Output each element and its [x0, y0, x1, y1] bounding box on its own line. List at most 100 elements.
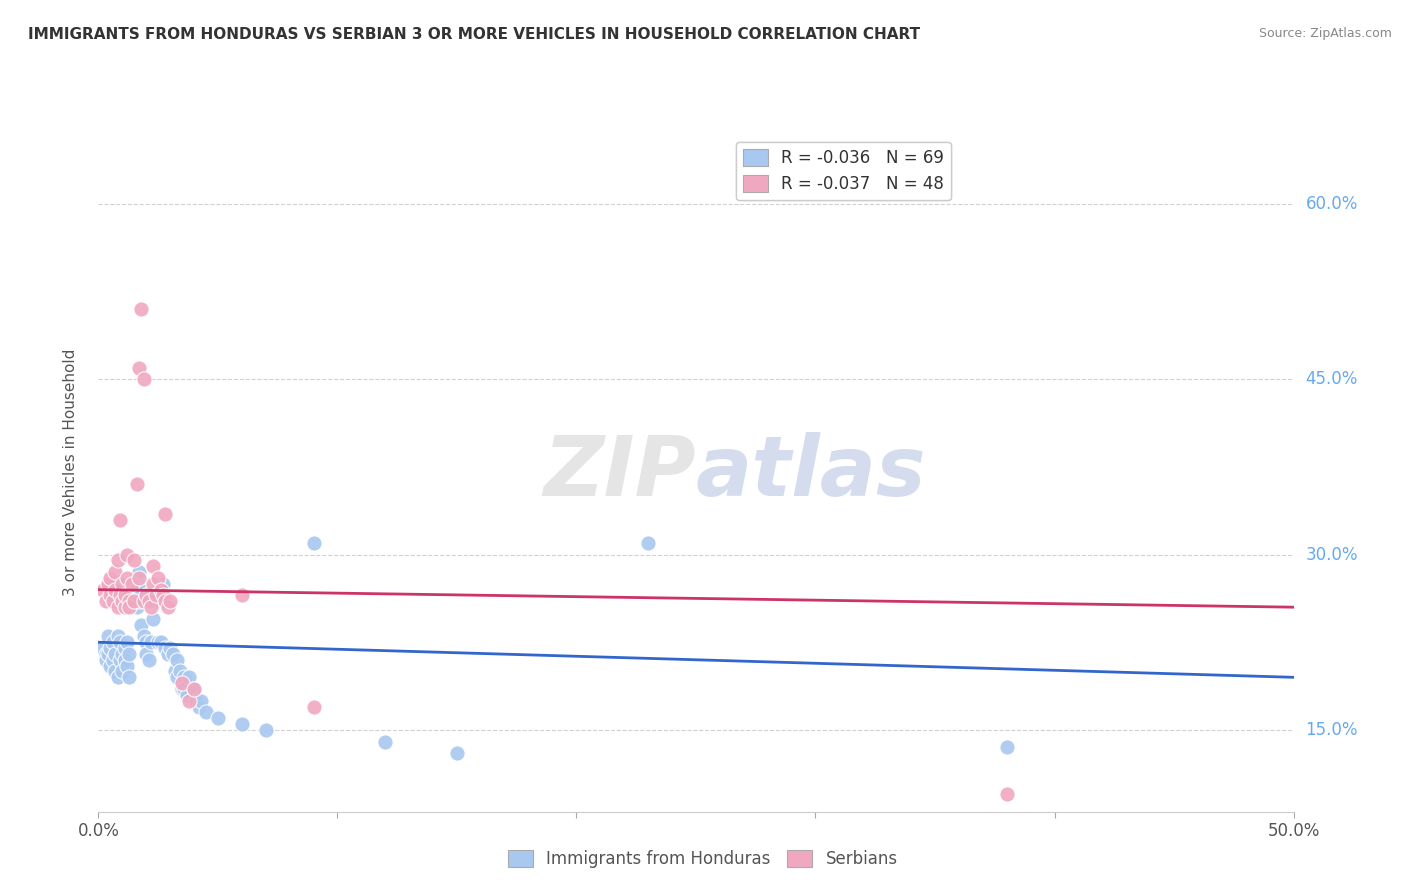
Point — [107, 553, 129, 567]
Point — [128, 360, 150, 375]
Point — [91, 582, 114, 597]
Point — [302, 536, 325, 550]
Point — [98, 589, 122, 603]
Point — [108, 589, 131, 603]
Point — [114, 641, 136, 656]
Text: atlas: atlas — [696, 433, 927, 513]
Point — [135, 635, 157, 649]
Point — [108, 635, 131, 649]
Point — [98, 571, 122, 585]
Point — [111, 594, 134, 608]
Point — [108, 512, 131, 526]
Point — [104, 565, 127, 579]
Point — [149, 635, 172, 649]
Point — [91, 641, 114, 656]
Point — [115, 635, 138, 649]
Point — [176, 688, 198, 702]
Point — [101, 594, 124, 608]
Point — [98, 658, 122, 673]
Point — [149, 582, 172, 597]
Point — [187, 699, 209, 714]
Point — [138, 653, 160, 667]
Legend: R = -0.036   N = 69, R = -0.037   N = 48: R = -0.036 N = 69, R = -0.037 N = 48 — [735, 142, 950, 200]
Point — [104, 665, 127, 679]
Point — [163, 665, 186, 679]
Point — [231, 589, 253, 603]
Point — [186, 694, 208, 708]
Point — [124, 594, 146, 608]
Point — [159, 594, 181, 608]
Point — [183, 681, 205, 696]
Point — [131, 582, 153, 597]
Point — [148, 635, 170, 649]
Point — [173, 670, 195, 684]
Point — [254, 723, 277, 737]
Point — [131, 302, 153, 317]
Point — [179, 694, 201, 708]
Point — [104, 647, 127, 661]
Point — [101, 635, 124, 649]
Point — [121, 576, 143, 591]
Point — [142, 576, 165, 591]
Text: 45.0%: 45.0% — [1305, 370, 1358, 388]
Text: 60.0%: 60.0% — [1305, 195, 1358, 213]
Point — [115, 548, 138, 562]
Point — [190, 694, 212, 708]
Point — [128, 565, 150, 579]
Point — [125, 600, 148, 615]
Point — [128, 571, 150, 585]
Point — [124, 582, 146, 597]
Point — [114, 600, 136, 615]
Point — [108, 653, 131, 667]
Point — [98, 641, 122, 656]
Point — [97, 647, 120, 661]
Point — [135, 589, 157, 603]
Text: IMMIGRANTS FROM HONDURAS VS SERBIAN 3 OR MORE VEHICLES IN HOUSEHOLD CORRELATION : IMMIGRANTS FROM HONDURAS VS SERBIAN 3 OR… — [28, 27, 921, 42]
Point — [124, 553, 146, 567]
Point — [118, 594, 141, 608]
Point — [125, 477, 148, 491]
Point — [194, 706, 217, 720]
Point — [152, 576, 174, 591]
Point — [94, 594, 117, 608]
Point — [183, 681, 205, 696]
Point — [374, 734, 396, 748]
Point — [446, 746, 468, 760]
Point — [132, 629, 155, 643]
Point — [107, 670, 129, 684]
Point — [231, 717, 253, 731]
Point — [637, 536, 659, 550]
Point — [114, 653, 136, 667]
Point — [142, 612, 165, 626]
Point — [101, 653, 124, 667]
Point — [139, 600, 162, 615]
Point — [139, 594, 162, 608]
Point — [145, 594, 167, 608]
Point — [118, 647, 141, 661]
Point — [159, 641, 181, 656]
Point — [132, 372, 155, 386]
Point — [94, 647, 117, 661]
Y-axis label: 3 or more Vehicles in Household: 3 or more Vehicles in Household — [63, 349, 77, 597]
Point — [166, 653, 188, 667]
Point — [118, 600, 141, 615]
Point — [173, 681, 195, 696]
Point — [156, 600, 179, 615]
Point — [156, 647, 179, 661]
Point — [172, 681, 194, 696]
Text: Source: ZipAtlas.com: Source: ZipAtlas.com — [1258, 27, 1392, 40]
Point — [155, 641, 177, 656]
Point — [139, 635, 162, 649]
Point — [995, 740, 1018, 755]
Point — [135, 647, 157, 661]
Point — [169, 665, 191, 679]
Point — [162, 647, 184, 661]
Point — [142, 559, 165, 574]
Point — [107, 629, 129, 643]
Point — [115, 658, 138, 673]
Point — [155, 594, 177, 608]
Point — [94, 653, 117, 667]
Point — [166, 670, 188, 684]
Point — [132, 594, 155, 608]
Point — [145, 589, 167, 603]
